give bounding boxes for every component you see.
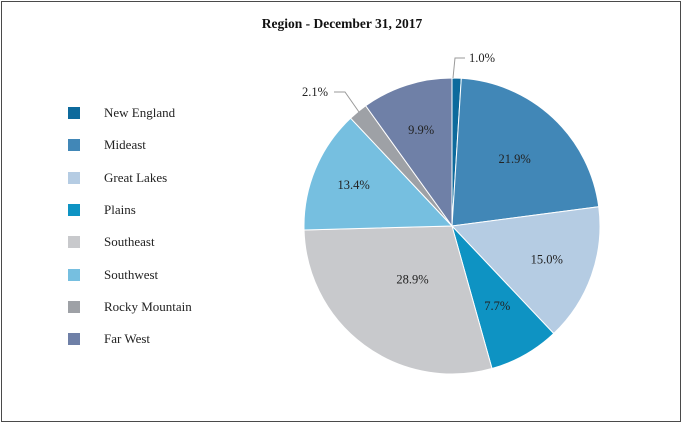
slice-label: 21.9% [499, 152, 531, 166]
legend-item-plains: Plains [68, 202, 268, 218]
legend-swatch [68, 301, 80, 313]
legend-item-southeast: Southeast [68, 234, 268, 250]
legend-item-new-england: New England [68, 105, 268, 121]
legend-item-far-west: Far West [68, 331, 268, 347]
legend-item-mideast: Mideast [68, 137, 268, 153]
legend-item-rocky-mountain: Rocky Mountain [68, 299, 268, 315]
legend-item-great-lakes: Great Lakes [68, 170, 268, 186]
legend-label: Great Lakes [104, 170, 168, 185]
slice-label: 9.9% [408, 123, 434, 137]
chart-title: Region - December 31, 2017 [261, 16, 423, 31]
legend-label: Mideast [104, 137, 146, 152]
slice-label: 2.1% [302, 85, 328, 99]
legend-swatch [68, 139, 80, 151]
legend-swatch [68, 236, 80, 248]
legend-label: Rocky Mountain [104, 299, 192, 314]
legend-label: Plains [104, 202, 136, 217]
legend-swatch [68, 333, 80, 345]
legend-label: Southeast [104, 234, 155, 249]
legend-swatch [68, 107, 80, 119]
slice-label: 1.0% [469, 51, 495, 65]
leader-line [334, 91, 360, 113]
legend-swatch [68, 204, 80, 216]
slice-label: 13.4% [337, 178, 369, 192]
legend-label: Southwest [104, 267, 159, 282]
legend-label: Far West [104, 331, 151, 346]
pie-slice-great-lakes [450, 206, 601, 335]
pie-slice-far-west [364, 77, 453, 228]
pie-slice-southeast [303, 225, 493, 375]
slice-label: 7.7% [484, 299, 510, 313]
legend-swatch [68, 172, 80, 184]
legend-swatch [68, 269, 80, 281]
slice-label: 15.0% [531, 253, 563, 267]
legend-label: New England [104, 105, 176, 120]
pie-slice-southwest [303, 117, 454, 231]
leader-line [452, 57, 465, 79]
pie-slice-mideast [451, 77, 600, 227]
slice-label: 28.9% [396, 273, 428, 287]
legend-item-southwest: Southwest [68, 267, 268, 283]
